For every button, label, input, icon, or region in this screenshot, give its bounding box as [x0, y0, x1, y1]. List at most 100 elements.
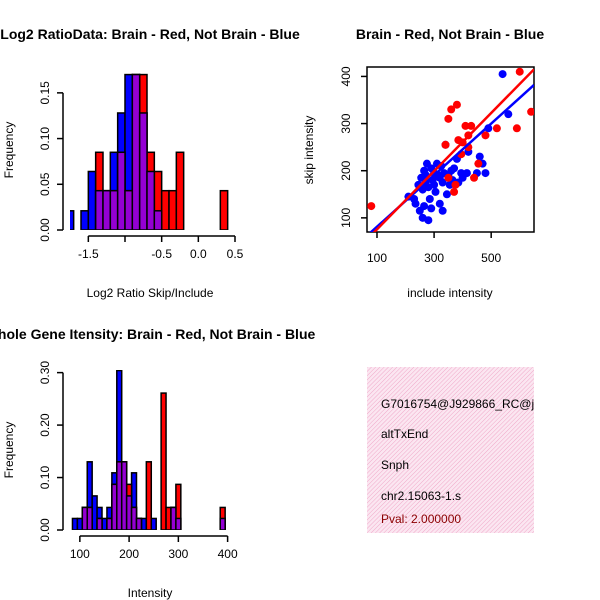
ratio-histogram-xlabel: Log2 Ratio Skip/Include — [87, 286, 214, 300]
scatter-point-not-brain — [438, 206, 447, 215]
ratio-histogram-bar-overlap — [146, 170, 156, 230]
ratio-histogram-x-tick-label: 0.5 — [227, 247, 244, 261]
scatter-point-not-brain — [435, 199, 444, 208]
scatter-point-brain — [454, 136, 463, 145]
scatter-point-brain — [451, 180, 460, 189]
ratio-histogram-title: Log2 RatioData: Brain - Red, Not Brain -… — [0, 26, 300, 42]
scatter-point-not-brain — [475, 152, 484, 161]
gene-histogram-y-tick-label: 0.30 — [38, 361, 52, 385]
gene-histogram-y-tick-label: 0.20 — [38, 413, 52, 437]
scatter-point-brain — [470, 173, 479, 182]
scatter-point-not-brain — [430, 180, 439, 189]
scatter-point-not-brain — [462, 169, 471, 178]
gene-histogram-x-tick-label: 200 — [119, 547, 139, 561]
gene-histogram-x-tick-label: 100 — [70, 547, 90, 561]
ratio-histogram-y-tick-label: 0.00 — [38, 218, 52, 242]
ratio-histogram-bar-overlap — [94, 189, 104, 230]
ratio-histogram-bar-not-brain — [80, 210, 90, 230]
scatter-marks — [367, 67, 534, 232]
ratio-histogram-bar-brain — [168, 189, 178, 230]
scatter-point-not-brain — [431, 187, 440, 196]
info-panel: G7016754@J929866_RC@j_at altTxEnd Snph c… — [367, 367, 551, 533]
scatter-point-not-brain — [420, 202, 429, 211]
gene-intensity-histogram-panel: Whole Gene Itensity: Brain - Red, Not Br… — [0, 326, 316, 600]
gene-histogram-axes: 100 200 300 400 0.00 0.10 0.20 0.30 — [38, 361, 238, 561]
scatter-point-brain — [512, 124, 521, 133]
ratio-histogram-x-tick-label: -0.5 — [151, 247, 172, 261]
scatter-point-not-brain — [425, 195, 434, 203]
scatter-point-brain — [481, 131, 490, 140]
scatter-point-brain — [441, 140, 450, 149]
info-panel-text-area: G7016754@J929866_RC@j_at — [381, 397, 551, 411]
scatter-y-tick-label: 100 — [339, 208, 353, 228]
gene-histogram-y-tick-label: 0.00 — [38, 518, 52, 542]
gene-histogram-xlabel: Intensity — [128, 586, 173, 600]
scatter-point-brain — [492, 124, 501, 133]
gene-histogram-bar-overlap — [175, 517, 182, 530]
location-text: chr2.15063-1.s — [381, 489, 461, 503]
ratio-histogram-panel: Log2 RatioData: Brain - Red, Not Brain -… — [0, 26, 300, 300]
scatter-x-tick-label: 500 — [481, 251, 501, 265]
gene-histogram-x-tick-label: 400 — [218, 547, 238, 561]
gene-histogram-ylabel: Frequency — [2, 422, 16, 479]
scatter-point-brain — [444, 114, 453, 123]
gene-histogram-bar-overlap — [135, 517, 143, 530]
scatter-x-tick-label: 300 — [424, 251, 444, 265]
scatter-point-not-brain — [438, 178, 447, 187]
ratio-histogram-bar-overlap — [124, 189, 134, 230]
scatter-point-brain — [450, 187, 459, 196]
ratio-histogram-x-tick-label: -1.5 — [78, 247, 99, 261]
gene-histogram-y-tick-label: 0.10 — [38, 466, 52, 490]
ratio-histogram-y-tick-label: 0.10 — [38, 127, 52, 151]
scatter-axes: 100 300 500 100 200 300 400 — [339, 66, 502, 265]
scatter-point-brain — [527, 107, 534, 116]
scatter-point-not-brain — [427, 204, 436, 213]
scatter-plot-frame — [366, 66, 535, 233]
ratio-histogram-bar-overlap — [138, 112, 148, 230]
gene-histogram-title: Whole Gene Itensity: Brain - Red, Not Br… — [0, 326, 316, 342]
ratio-histogram-bar-brain — [219, 189, 229, 230]
scatter-point-not-brain — [481, 169, 490, 178]
scatter-ylabel: skip intensity — [302, 116, 316, 185]
scatter-point-not-brain — [484, 124, 493, 133]
event-type-text: altTxEnd — [381, 427, 428, 441]
scatter-title: Brain - Red, Not Brain - Blue — [356, 26, 544, 42]
info-panel-hatch — [367, 367, 534, 533]
scatter-point-brain — [447, 105, 456, 114]
ratio-histogram-y-tick-label: 0.15 — [38, 81, 52, 105]
scatter-point-not-brain — [442, 190, 451, 199]
gene-histogram-bar-overlap — [219, 517, 226, 530]
scatter-point-brain — [367, 202, 376, 211]
gene-histogram-bar-overlap — [86, 506, 93, 530]
ratio-histogram-bar-not-brain — [70, 210, 75, 230]
scatter-x-tick-label: 100 — [367, 251, 387, 265]
ratio-histogram-x-tick-label: 0.0 — [190, 247, 207, 261]
scatter-point-not-brain — [418, 213, 427, 222]
scatter-fit-line-brain — [372, 68, 534, 232]
ratio-histogram-bar-overlap — [109, 189, 119, 230]
gene-histogram-bars — [71, 370, 226, 530]
ratio-histogram-bar-overlap — [116, 151, 126, 230]
ratio-histogram-bar-overlap — [102, 189, 112, 230]
scatter-point-not-brain — [411, 199, 420, 208]
ratio-histogram-ylabel: Frequency — [2, 122, 16, 179]
probe-id-text: G7016754@J929866_RC@j_at — [381, 397, 551, 411]
gene-histogram-x-tick-label: 300 — [168, 547, 188, 561]
scatter-point-not-brain — [504, 110, 513, 119]
pval-text: Pval: 2.000000 — [381, 512, 461, 526]
ratio-histogram-bar-not-brain — [87, 170, 97, 230]
gene-name-text: Snph — [381, 458, 409, 472]
intensity-scatter-panel: Brain - Red, Not Brain - Blue 100 300 500 1… — [302, 26, 544, 300]
scatter-point-not-brain — [498, 70, 507, 79]
scatter-y-tick-label: 300 — [339, 113, 353, 133]
scatter-point-brain — [461, 121, 470, 130]
ratio-histogram-bar-overlap — [131, 73, 141, 230]
scatter-point-brain — [444, 173, 453, 182]
gene-histogram-bar-overlap — [96, 517, 103, 530]
ratio-histogram-bars — [70, 73, 229, 230]
ratio-histogram-bar-brain — [175, 151, 185, 230]
scatter-point-brain — [452, 100, 461, 109]
scatter-point-brain — [474, 159, 483, 168]
ratio-histogram-bar-overlap — [153, 210, 163, 230]
